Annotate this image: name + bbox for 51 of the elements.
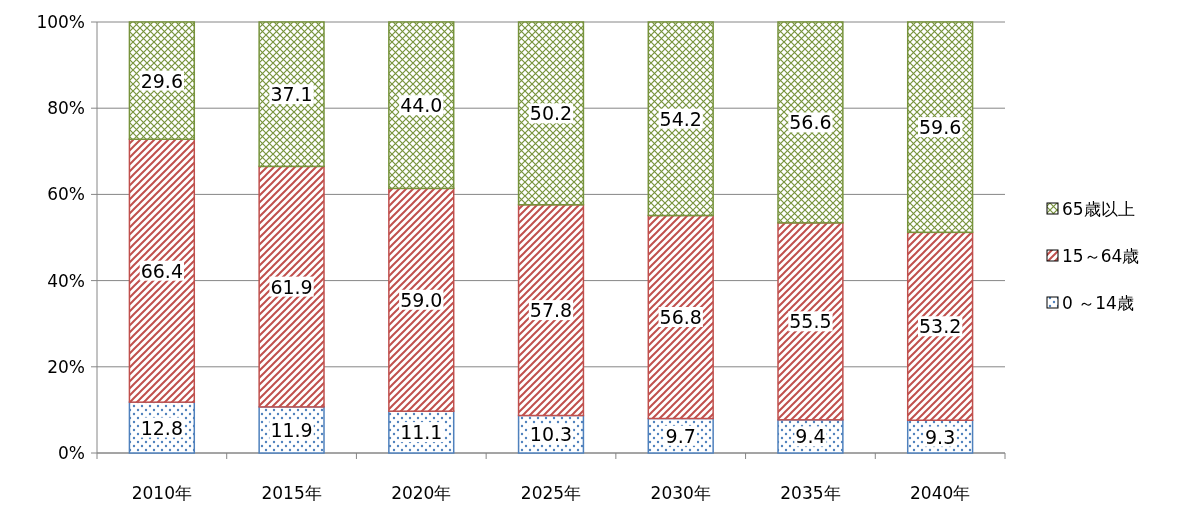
y-tick-label: 60% bbox=[47, 184, 85, 205]
x-tick-label: 2010年 bbox=[131, 483, 192, 503]
annotation: 37.1 bbox=[270, 83, 313, 106]
x-tick-label: 2030年 bbox=[650, 483, 711, 503]
bar bbox=[777, 222, 844, 421]
bar bbox=[647, 21, 714, 217]
bar bbox=[388, 187, 455, 412]
bar bbox=[906, 21, 974, 234]
bar bbox=[906, 231, 974, 421]
annotation: 29.6 bbox=[140, 69, 184, 92]
annotation: 59.6 bbox=[918, 116, 962, 139]
y-tick-label: 100% bbox=[36, 12, 85, 32]
annotation: 53.2 bbox=[918, 315, 962, 338]
bar bbox=[258, 165, 325, 408]
y-tick-label: 40% bbox=[47, 270, 85, 291]
annotation: 11.9 bbox=[270, 418, 313, 441]
annotation: 55.5 bbox=[789, 310, 832, 333]
x-tick-label: 2040年 bbox=[910, 483, 971, 503]
bar bbox=[777, 21, 844, 224]
annotation: 61.9 bbox=[270, 275, 313, 298]
annotation: 10.3 bbox=[529, 423, 573, 446]
bar bbox=[517, 21, 585, 206]
legend-label: 15～64歳 bbox=[1062, 246, 1140, 266]
bar bbox=[128, 138, 196, 403]
bar bbox=[258, 21, 325, 168]
legend-label: 65歳以上 bbox=[1062, 199, 1135, 219]
annotation: 56.8 bbox=[659, 306, 702, 329]
y-tick-label: 0% bbox=[58, 443, 85, 463]
x-tick-label: 2020年 bbox=[391, 483, 452, 503]
x-tick-label: 2025年 bbox=[520, 483, 582, 503]
annotation: 44.0 bbox=[400, 94, 443, 117]
bar bbox=[517, 203, 585, 417]
x-tick-label: 2035年 bbox=[780, 483, 841, 503]
legend-label: 0 ～14歳 bbox=[1062, 293, 1134, 313]
annotation: 59.0 bbox=[400, 288, 443, 311]
annotation: 11.1 bbox=[400, 421, 443, 444]
annotation: 57.8 bbox=[529, 299, 573, 322]
bar bbox=[647, 214, 714, 420]
bar bbox=[128, 21, 196, 140]
annotation: 66.4 bbox=[140, 259, 184, 282]
annotation: 12.8 bbox=[140, 416, 184, 439]
annotation: 9.3 bbox=[925, 425, 956, 448]
x-tick-label: 2015年 bbox=[261, 483, 322, 503]
y-tick-label: 80% bbox=[47, 98, 85, 119]
annotation: 9.7 bbox=[665, 424, 696, 447]
annotation: 56.6 bbox=[789, 111, 832, 134]
y-tick-label: 20% bbox=[47, 356, 85, 377]
annotation: 54.2 bbox=[659, 107, 702, 130]
annotation: 9.4 bbox=[795, 425, 826, 448]
annotation: 50.2 bbox=[529, 102, 573, 125]
bar bbox=[388, 21, 455, 190]
